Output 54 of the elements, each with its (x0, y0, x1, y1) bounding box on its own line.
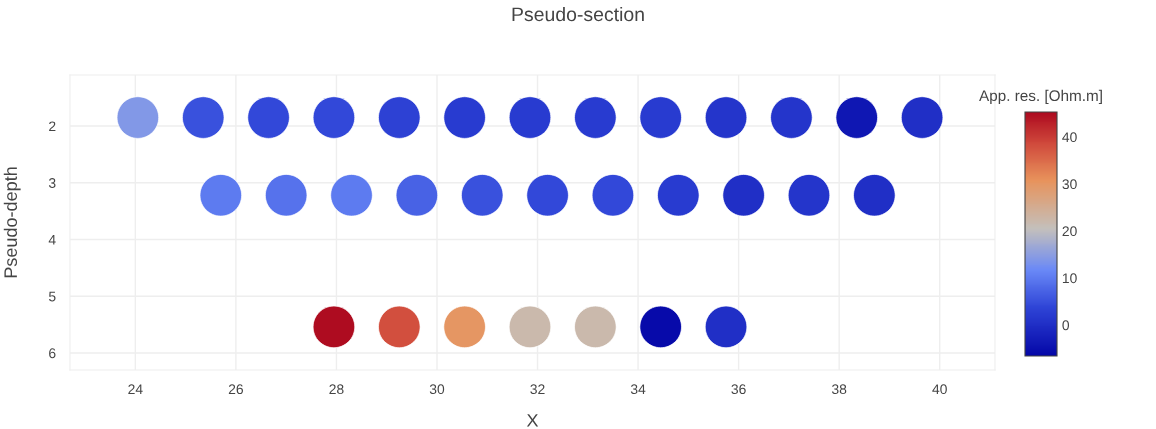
x-tick-label: 24 (128, 384, 143, 394)
point (722, 174, 765, 217)
point (443, 305, 486, 349)
y-tick-label: 3 (48, 178, 56, 188)
y-tick-label: 2 (49, 121, 56, 132)
point (508, 96, 552, 139)
y-tick-label: 5 (48, 291, 56, 302)
chart-title: Pseudo-section (512, 6, 644, 22)
point (116, 96, 160, 139)
point (443, 96, 486, 139)
point (330, 174, 373, 217)
x-tick-label: 32 (530, 384, 545, 395)
point (508, 305, 552, 349)
x-tick-label: 38 (831, 384, 847, 395)
point (312, 96, 356, 139)
x-tick-label: 30 (429, 384, 445, 395)
point (247, 96, 290, 139)
y-tick-label: 6 (49, 348, 56, 359)
y-tick-label: 4 (48, 235, 56, 245)
point (853, 174, 896, 217)
color-bar-label: 0 (1062, 320, 1070, 331)
point (787, 174, 831, 217)
point (312, 305, 356, 349)
color-bar-label: 40 (1062, 132, 1077, 143)
point (182, 96, 225, 139)
point (574, 305, 617, 349)
x-tick-label: 40 (932, 384, 947, 395)
x-tick-label: 36 (731, 384, 746, 395)
color-bar-title: App. res. [Ohm.m] (979, 89, 1102, 105)
color-bar-label: 30 (1062, 179, 1077, 190)
point (199, 174, 242, 217)
point (704, 96, 748, 139)
color-bar-label: 20 (1062, 226, 1077, 237)
point (900, 96, 944, 139)
point (639, 96, 682, 139)
x-tick-label: 26 (228, 384, 244, 395)
x-axis-title: X (526, 414, 539, 427)
x-tick-label: 28 (329, 384, 344, 395)
point (574, 96, 617, 139)
point (461, 174, 504, 217)
point (395, 174, 439, 217)
point (704, 305, 748, 349)
point (770, 96, 813, 139)
point (591, 174, 635, 217)
y-axis-title: Pseudo-depth (3, 167, 21, 278)
point (657, 174, 700, 217)
point (378, 305, 421, 349)
point (835, 96, 878, 139)
point (526, 174, 569, 217)
point (639, 305, 682, 349)
point (378, 96, 421, 139)
point (264, 174, 308, 217)
x-tick-label: 34 (630, 384, 646, 395)
color-bar-label: 10 (1062, 273, 1077, 284)
